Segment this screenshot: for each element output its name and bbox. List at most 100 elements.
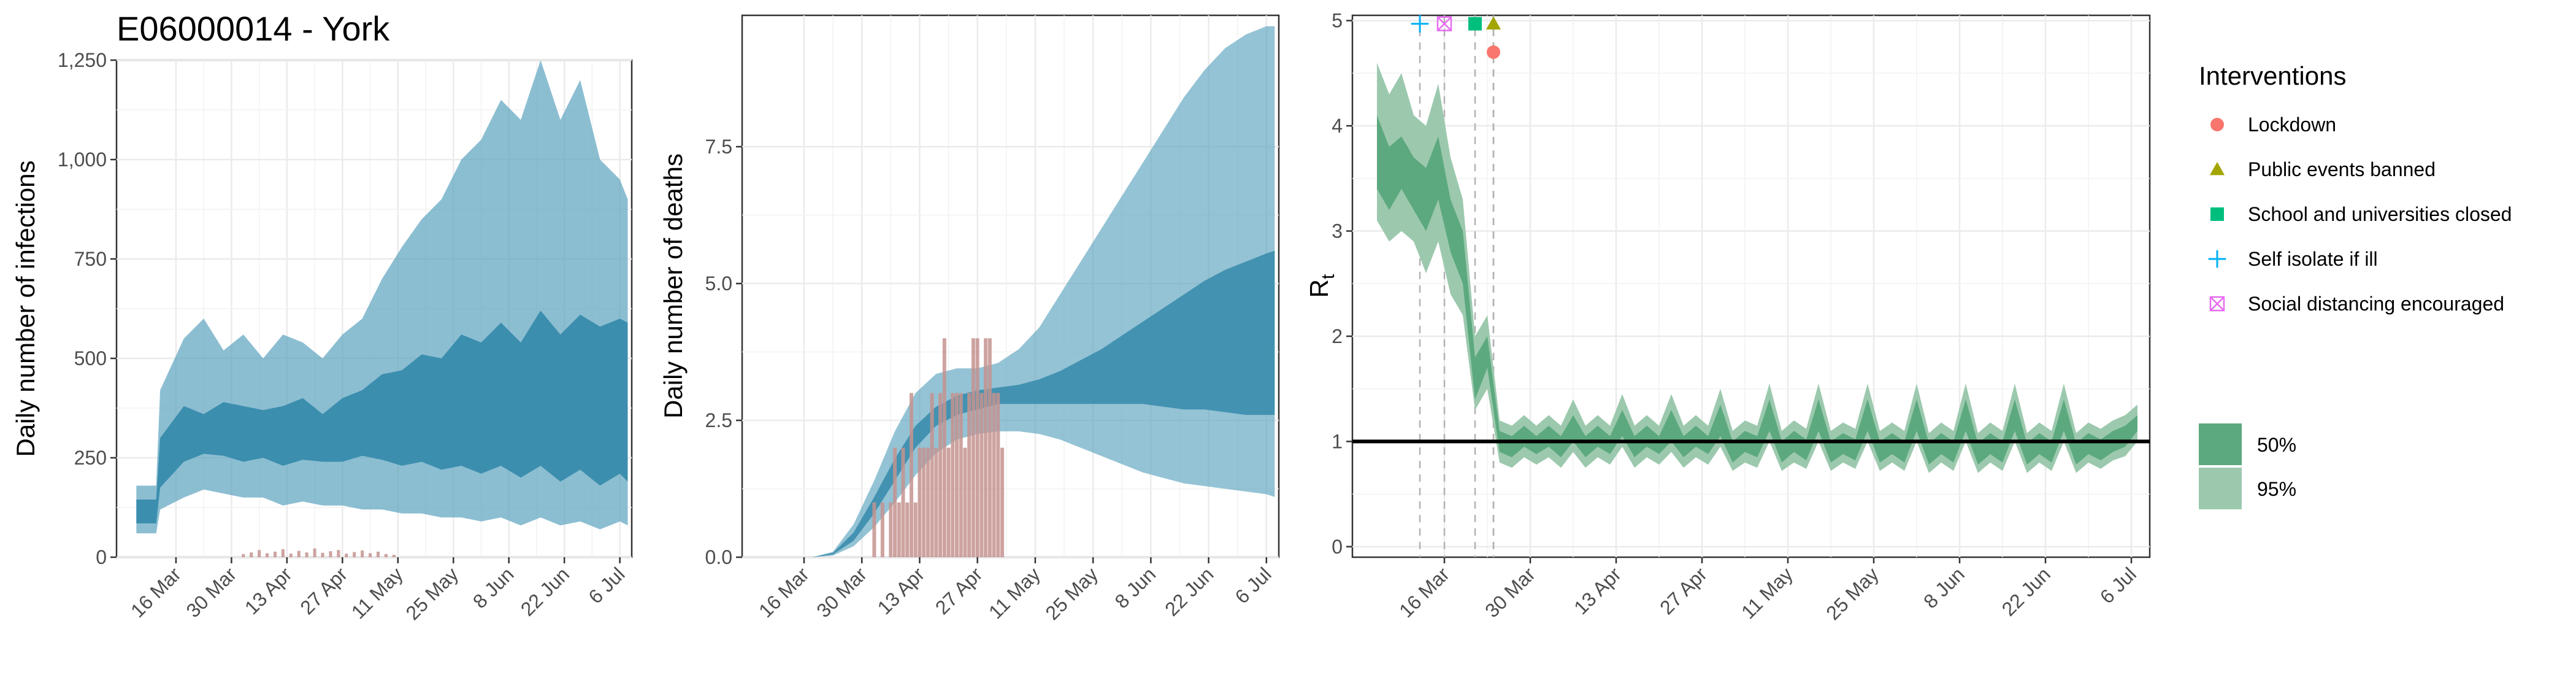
observed-bar: [930, 393, 934, 557]
legend-band-label: 95%: [2257, 478, 2296, 500]
observed-bar: [938, 393, 943, 557]
infections-panel: E06000014 - York 0 250 500 750 1,000 1,250 16…: [11, 9, 633, 624]
legend-band-swatch: [2199, 468, 2242, 509]
observed-bar: [392, 555, 396, 557]
observed-bar: [250, 552, 253, 557]
chart-title: E06000014 - York: [117, 9, 390, 48]
observed-bar: [384, 554, 388, 557]
band-50pct: [1377, 115, 2137, 465]
boxx-box: [2209, 296, 2225, 312]
x-tick-label: 8 Jun: [1919, 563, 1969, 612]
observed-bar: [984, 338, 988, 557]
boxx-diag2: [2210, 296, 2225, 311]
observed-bar: [345, 554, 348, 557]
legend: Interventions Lockdown Public events bann…: [2199, 61, 2512, 509]
legend-label: Public events banned: [2248, 158, 2436, 180]
observed-bar: [913, 502, 918, 557]
observed-bar: [281, 549, 285, 557]
y-tick-label: 1: [1332, 430, 1343, 452]
observed-bar: [289, 554, 293, 557]
observed-bar: [971, 338, 975, 557]
x-tick-label: 11 May: [984, 563, 1045, 623]
y-tick-label: 0.0: [705, 546, 732, 568]
legend-interventions: Lockdown Public events banned School and u…: [2208, 114, 2512, 315]
deaths-observed-bars: [872, 338, 1005, 557]
observed-bar: [996, 393, 1000, 557]
x-tick-label: 16 Mar: [754, 563, 813, 622]
legend-key-square: [2210, 207, 2224, 221]
y-tick-label: 3: [1332, 220, 1343, 242]
infections-y-axis-label: Daily number of infections: [11, 160, 40, 457]
observed-bar: [987, 338, 992, 557]
rt-panel: 0 1 2 3 4 5 16 Mar 30 Mar 13 Apr 27 Apr 11 May 25 …: [1305, 10, 2151, 624]
rt-plot-frame: [1351, 14, 2151, 558]
observed-bar: [872, 502, 876, 557]
boxx-box: [1436, 16, 1452, 31]
observed-bar: [242, 554, 245, 557]
infections-bands: [136, 60, 628, 534]
observed-bar: [329, 551, 332, 557]
rt-intervention-lines: [1419, 15, 1495, 557]
x-tick-label: 8 Jun: [469, 563, 518, 612]
observed-bar: [992, 393, 996, 557]
intervention-marker: [1436, 16, 1452, 31]
band-50pct: [812, 250, 1275, 557]
observed-bar: [951, 393, 955, 557]
observed-bar: [361, 550, 364, 557]
y-tick-label: 0: [96, 546, 107, 568]
x-tick-label: 6 Jul: [1231, 563, 1276, 608]
x-tick-label: 11 May: [1737, 563, 1797, 623]
observed-bar: [369, 553, 372, 557]
x-tick-label: 30 Mar: [182, 563, 240, 622]
band-50pct: [136, 311, 628, 523]
x-tick-label: 11 May: [347, 563, 407, 623]
x-tick-label: 25 May: [402, 563, 463, 624]
boxx-diag2: [1437, 16, 1452, 31]
observed-bar: [893, 447, 897, 557]
observed-bar: [297, 550, 301, 557]
intervention-marker: [1485, 16, 1501, 30]
x-tick-label: 27 Apr: [296, 563, 351, 619]
infections-observed-bars: [242, 548, 396, 557]
observed-bar: [934, 447, 938, 557]
observed-bar: [979, 393, 984, 557]
rt-intervention-markers: [1411, 15, 1501, 60]
legend-label: Self isolate if ill: [2248, 248, 2378, 270]
observed-bar: [313, 548, 316, 557]
x-tick-label: 16 Mar: [126, 563, 185, 622]
y-tick-label: 5: [1332, 10, 1343, 32]
y-tick-label: 2: [1332, 325, 1343, 347]
legend-key-triangle: [2209, 161, 2225, 176]
observed-bar: [897, 502, 901, 557]
observed-bar: [918, 447, 922, 557]
x-tick-label: 22 Jun: [1998, 563, 2055, 620]
observed-bar: [946, 447, 951, 557]
legend-title: Interventions: [2199, 61, 2346, 90]
y-tick-label: 0: [1332, 536, 1343, 558]
x-tick-label: 8 Jun: [1110, 563, 1160, 612]
rt-y-axis-label: Rt: [1305, 274, 1338, 298]
x-tick-label: 13 Apr: [240, 563, 296, 619]
observed-bar: [959, 393, 963, 557]
x-tick-label: 30 Mar: [812, 563, 871, 622]
deaths-y-axis-label: Daily number of deaths: [659, 153, 688, 419]
intervention-marker: [1487, 45, 1500, 60]
x-tick-label: 22 Jun: [516, 563, 573, 620]
legend-key-plus: [2208, 250, 2226, 268]
rt-bands: [1377, 63, 2137, 473]
observed-bar: [926, 447, 930, 557]
observed-bar: [305, 552, 309, 557]
legend-label: Social distancing encouraged: [2248, 293, 2504, 315]
y-tick-label: 750: [74, 248, 107, 270]
legend-label: School and universities closed: [2248, 203, 2512, 225]
observed-bar: [967, 393, 972, 557]
y-tick-label: 1,000: [58, 149, 107, 171]
observed-bar: [901, 447, 905, 557]
legend-label: Lockdown: [2248, 114, 2336, 136]
y-tick-label: 7.5: [705, 136, 732, 158]
y-tick-label: 5.0: [705, 272, 732, 295]
observed-bar: [975, 338, 979, 557]
